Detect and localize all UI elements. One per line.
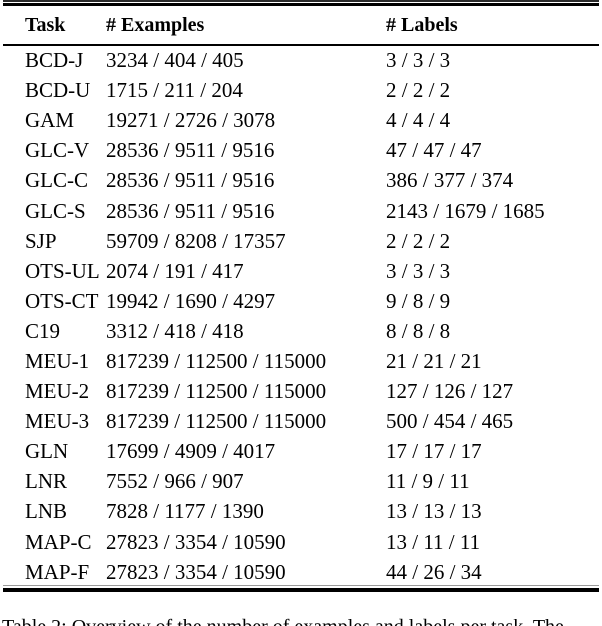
header-separator-line bbox=[3, 43, 599, 46]
examples-cell: 27823 / 3354 / 10590 bbox=[106, 529, 286, 554]
table-row: BCD-U 1715 / 211 / 204 2 / 2 / 2 bbox=[3, 76, 599, 106]
bottomrule-thin-line bbox=[3, 584, 599, 586]
col-header-examples: # Examples bbox=[106, 14, 205, 36]
table-row: MAP-C 27823 / 3354 / 10590 13 / 11 / 11 bbox=[3, 527, 599, 557]
table-row: GLC-S 28536 / 9511 / 9516 2143 / 1679 / … bbox=[3, 196, 599, 226]
labels-cell: 13 / 11 / 11 bbox=[386, 529, 481, 554]
examples-cell: 817239 / 112500 / 115000 bbox=[106, 348, 327, 373]
examples-cell: 2074 / 191 / 417 bbox=[106, 258, 244, 283]
bottomrule-thick-line bbox=[3, 588, 599, 592]
task-cell: MAP-F bbox=[25, 559, 90, 584]
task-cell: LNB bbox=[25, 499, 67, 524]
labels-cell: 8 / 8 / 8 bbox=[386, 318, 451, 343]
examples-cell: 28536 / 9511 / 9516 bbox=[106, 198, 275, 223]
labels-cell: 11 / 9 / 11 bbox=[386, 469, 470, 494]
col-header-task: Task bbox=[25, 14, 66, 36]
table-row: GLC-C 28536 / 9511 / 9516 386 / 377 / 37… bbox=[3, 166, 599, 196]
labels-cell: 2 / 2 / 2 bbox=[386, 78, 451, 103]
examples-cell: 59709 / 8208 / 17357 bbox=[106, 228, 286, 253]
table-row: GLN 17699 / 4909 / 4017 17 / 17 / 17 bbox=[3, 437, 599, 467]
table-row: SJP 59709 / 8208 / 17357 2 / 2 / 2 bbox=[3, 226, 599, 256]
table-caption: Table 2: Overview of the number of examp… bbox=[2, 615, 602, 626]
task-cell: BCD-J bbox=[25, 48, 84, 73]
examples-cell: 28536 / 9511 / 9516 bbox=[106, 168, 275, 193]
examples-cell: 19942 / 1690 / 4297 bbox=[106, 288, 276, 313]
task-cell: GLC-S bbox=[25, 198, 86, 223]
task-cell: MEU-3 bbox=[25, 409, 90, 434]
table-row: BCD-J 3234 / 404 / 405 3 / 3 / 3 bbox=[3, 46, 599, 76]
task-cell: OTS-CT bbox=[25, 288, 99, 313]
table-row: OTS-CT 19942 / 1690 / 4297 9 / 8 / 9 bbox=[3, 286, 599, 316]
labels-cell: 3 / 3 / 3 bbox=[386, 258, 451, 283]
examples-cell: 7828 / 1177 / 1390 bbox=[106, 499, 264, 524]
task-cell: GLC-V bbox=[25, 138, 90, 163]
examples-cell: 28536 / 9511 / 9516 bbox=[106, 138, 275, 163]
labels-cell: 4 / 4 / 4 bbox=[386, 108, 451, 133]
table-row: GLC-V 28536 / 9511 / 9516 47 / 47 / 47 bbox=[3, 136, 599, 166]
header-row: Task # Examples # Labels bbox=[3, 6, 599, 46]
table-row: OTS-UL 2074 / 191 / 417 3 / 3 / 3 bbox=[3, 256, 599, 286]
task-cell: BCD-U bbox=[25, 78, 91, 103]
task-cell: LNR bbox=[25, 469, 67, 494]
table-row: GAM 19271 / 2726 / 3078 4 / 4 / 4 bbox=[3, 106, 599, 136]
examples-cell: 7552 / 966 / 907 bbox=[106, 469, 244, 494]
task-overview-table: Task # Examples # Labels BCD-J 3234 / 40… bbox=[3, 6, 599, 588]
toprule-thick-line bbox=[3, 3, 599, 6]
labels-cell: 127 / 126 / 127 bbox=[386, 379, 514, 404]
table-row: MEU-3 817239 / 112500 / 115000 500 / 454… bbox=[3, 407, 599, 437]
labels-cell: 13 / 13 / 13 bbox=[386, 499, 482, 524]
labels-cell: 2143 / 1679 / 1685 bbox=[386, 198, 545, 223]
col-header-labels: # Labels bbox=[386, 14, 458, 36]
table-row: MEU-1 817239 / 112500 / 115000 21 / 21 /… bbox=[3, 346, 599, 376]
task-cell: GLC-C bbox=[25, 168, 88, 193]
task-cell: OTS-UL bbox=[25, 258, 100, 283]
table-row: C19 3312 / 418 / 418 8 / 8 / 8 bbox=[3, 316, 599, 346]
examples-cell: 3234 / 404 / 405 bbox=[106, 48, 244, 73]
labels-cell: 500 / 454 / 465 bbox=[386, 409, 514, 434]
task-cell: C19 bbox=[25, 318, 61, 343]
toprule-thin-line bbox=[3, 0, 599, 2]
examples-cell: 3312 / 418 / 418 bbox=[106, 318, 244, 343]
examples-cell: 19271 / 2726 / 3078 bbox=[106, 108, 276, 133]
labels-cell: 21 / 21 / 21 bbox=[386, 348, 482, 373]
examples-cell: 817239 / 112500 / 115000 bbox=[106, 409, 327, 434]
labels-cell: 2 / 2 / 2 bbox=[386, 228, 451, 253]
task-cell: MAP-C bbox=[25, 529, 92, 554]
task-cell: MEU-1 bbox=[25, 348, 90, 373]
labels-cell: 386 / 377 / 374 bbox=[386, 168, 514, 193]
labels-cell: 44 / 26 / 34 bbox=[386, 559, 482, 584]
labels-cell: 3 / 3 / 3 bbox=[386, 48, 451, 73]
labels-cell: 9 / 8 / 9 bbox=[386, 288, 451, 313]
table-row: MEU-2 817239 / 112500 / 115000 127 / 126… bbox=[3, 377, 599, 407]
examples-cell: 17699 / 4909 / 4017 bbox=[106, 439, 276, 464]
table-row: LNB 7828 / 1177 / 1390 13 / 13 / 13 bbox=[3, 497, 599, 527]
task-cell: GAM bbox=[25, 108, 75, 133]
examples-cell: 817239 / 112500 / 115000 bbox=[106, 379, 327, 404]
labels-cell: 47 / 47 / 47 bbox=[386, 138, 482, 163]
task-cell: SJP bbox=[25, 228, 57, 253]
table-row: MAP-F 27823 / 3354 / 10590 44 / 26 / 34 bbox=[3, 557, 599, 587]
examples-cell: 27823 / 3354 / 10590 bbox=[106, 559, 286, 584]
examples-cell: 1715 / 211 / 204 bbox=[106, 78, 243, 103]
task-cell: GLN bbox=[25, 439, 69, 464]
task-cell: MEU-2 bbox=[25, 379, 90, 404]
labels-cell: 17 / 17 / 17 bbox=[386, 439, 482, 464]
table-row: LNR 7552 / 966 / 907 11 / 9 / 11 bbox=[3, 467, 599, 497]
